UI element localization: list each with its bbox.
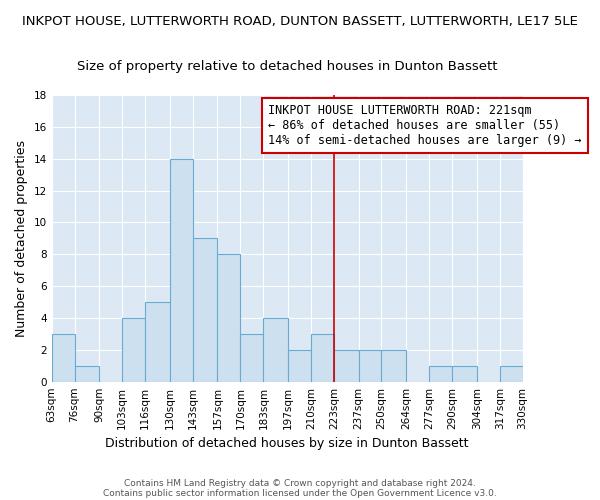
Text: INKPOT HOUSE, LUTTERWORTH ROAD, DUNTON BASSETT, LUTTERWORTH, LE17 5LE: INKPOT HOUSE, LUTTERWORTH ROAD, DUNTON B… — [22, 15, 578, 28]
Text: Contains public sector information licensed under the Open Government Licence v3: Contains public sector information licen… — [103, 488, 497, 498]
Bar — [382, 350, 406, 382]
Bar — [429, 366, 452, 382]
Bar — [359, 350, 382, 382]
Bar — [334, 350, 359, 382]
Bar — [241, 334, 263, 382]
Text: Contains HM Land Registry data © Crown copyright and database right 2024.: Contains HM Land Registry data © Crown c… — [124, 478, 476, 488]
X-axis label: Distribution of detached houses by size in Dunton Bassett: Distribution of detached houses by size … — [106, 437, 469, 450]
Text: INKPOT HOUSE LUTTERWORTH ROAD: 221sqm
← 86% of detached houses are smaller (55)
: INKPOT HOUSE LUTTERWORTH ROAD: 221sqm ← … — [268, 104, 582, 146]
Title: Size of property relative to detached houses in Dunton Bassett: Size of property relative to detached ho… — [77, 60, 497, 73]
Bar — [288, 350, 311, 382]
Y-axis label: Number of detached properties: Number of detached properties — [15, 140, 28, 337]
Bar — [74, 366, 99, 382]
Bar — [170, 158, 193, 382]
Bar — [193, 238, 217, 382]
Bar — [52, 334, 74, 382]
Bar — [217, 254, 241, 382]
Bar — [500, 366, 523, 382]
Bar — [145, 302, 170, 382]
Bar — [452, 366, 477, 382]
Bar — [122, 318, 145, 382]
Bar — [311, 334, 334, 382]
Bar — [263, 318, 288, 382]
